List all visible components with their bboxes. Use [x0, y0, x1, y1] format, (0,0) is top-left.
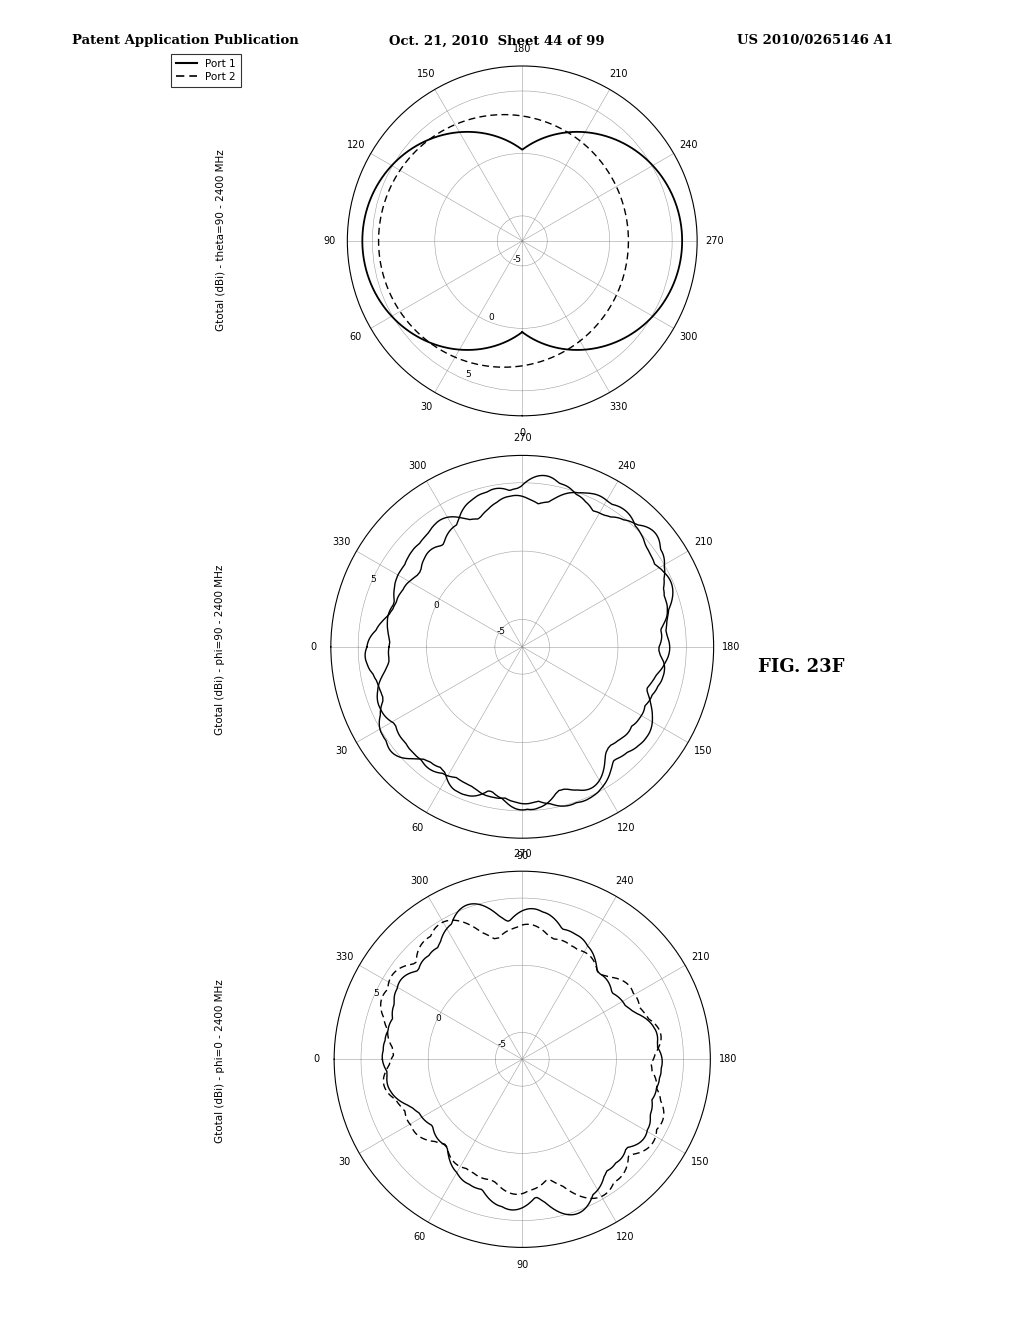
Text: Gtotal (dBi) - phi=90 - 2400 MHz: Gtotal (dBi) - phi=90 - 2400 MHz — [215, 564, 225, 735]
Text: US 2010/0265146 A1: US 2010/0265146 A1 — [737, 34, 893, 48]
Text: Oct. 21, 2010  Sheet 44 of 99: Oct. 21, 2010 Sheet 44 of 99 — [389, 34, 605, 48]
Legend: Port 1, Port 2: Port 1, Port 2 — [171, 54, 241, 87]
Text: Patent Application Publication: Patent Application Publication — [72, 34, 298, 48]
Text: Gtotal (dBi) - theta=90 - 2400 MHz: Gtotal (dBi) - theta=90 - 2400 MHz — [215, 149, 225, 331]
Text: FIG. 23F: FIG. 23F — [758, 657, 844, 676]
Text: Gtotal (dBi) - phi=0 - 2400 MHz: Gtotal (dBi) - phi=0 - 2400 MHz — [215, 979, 225, 1143]
